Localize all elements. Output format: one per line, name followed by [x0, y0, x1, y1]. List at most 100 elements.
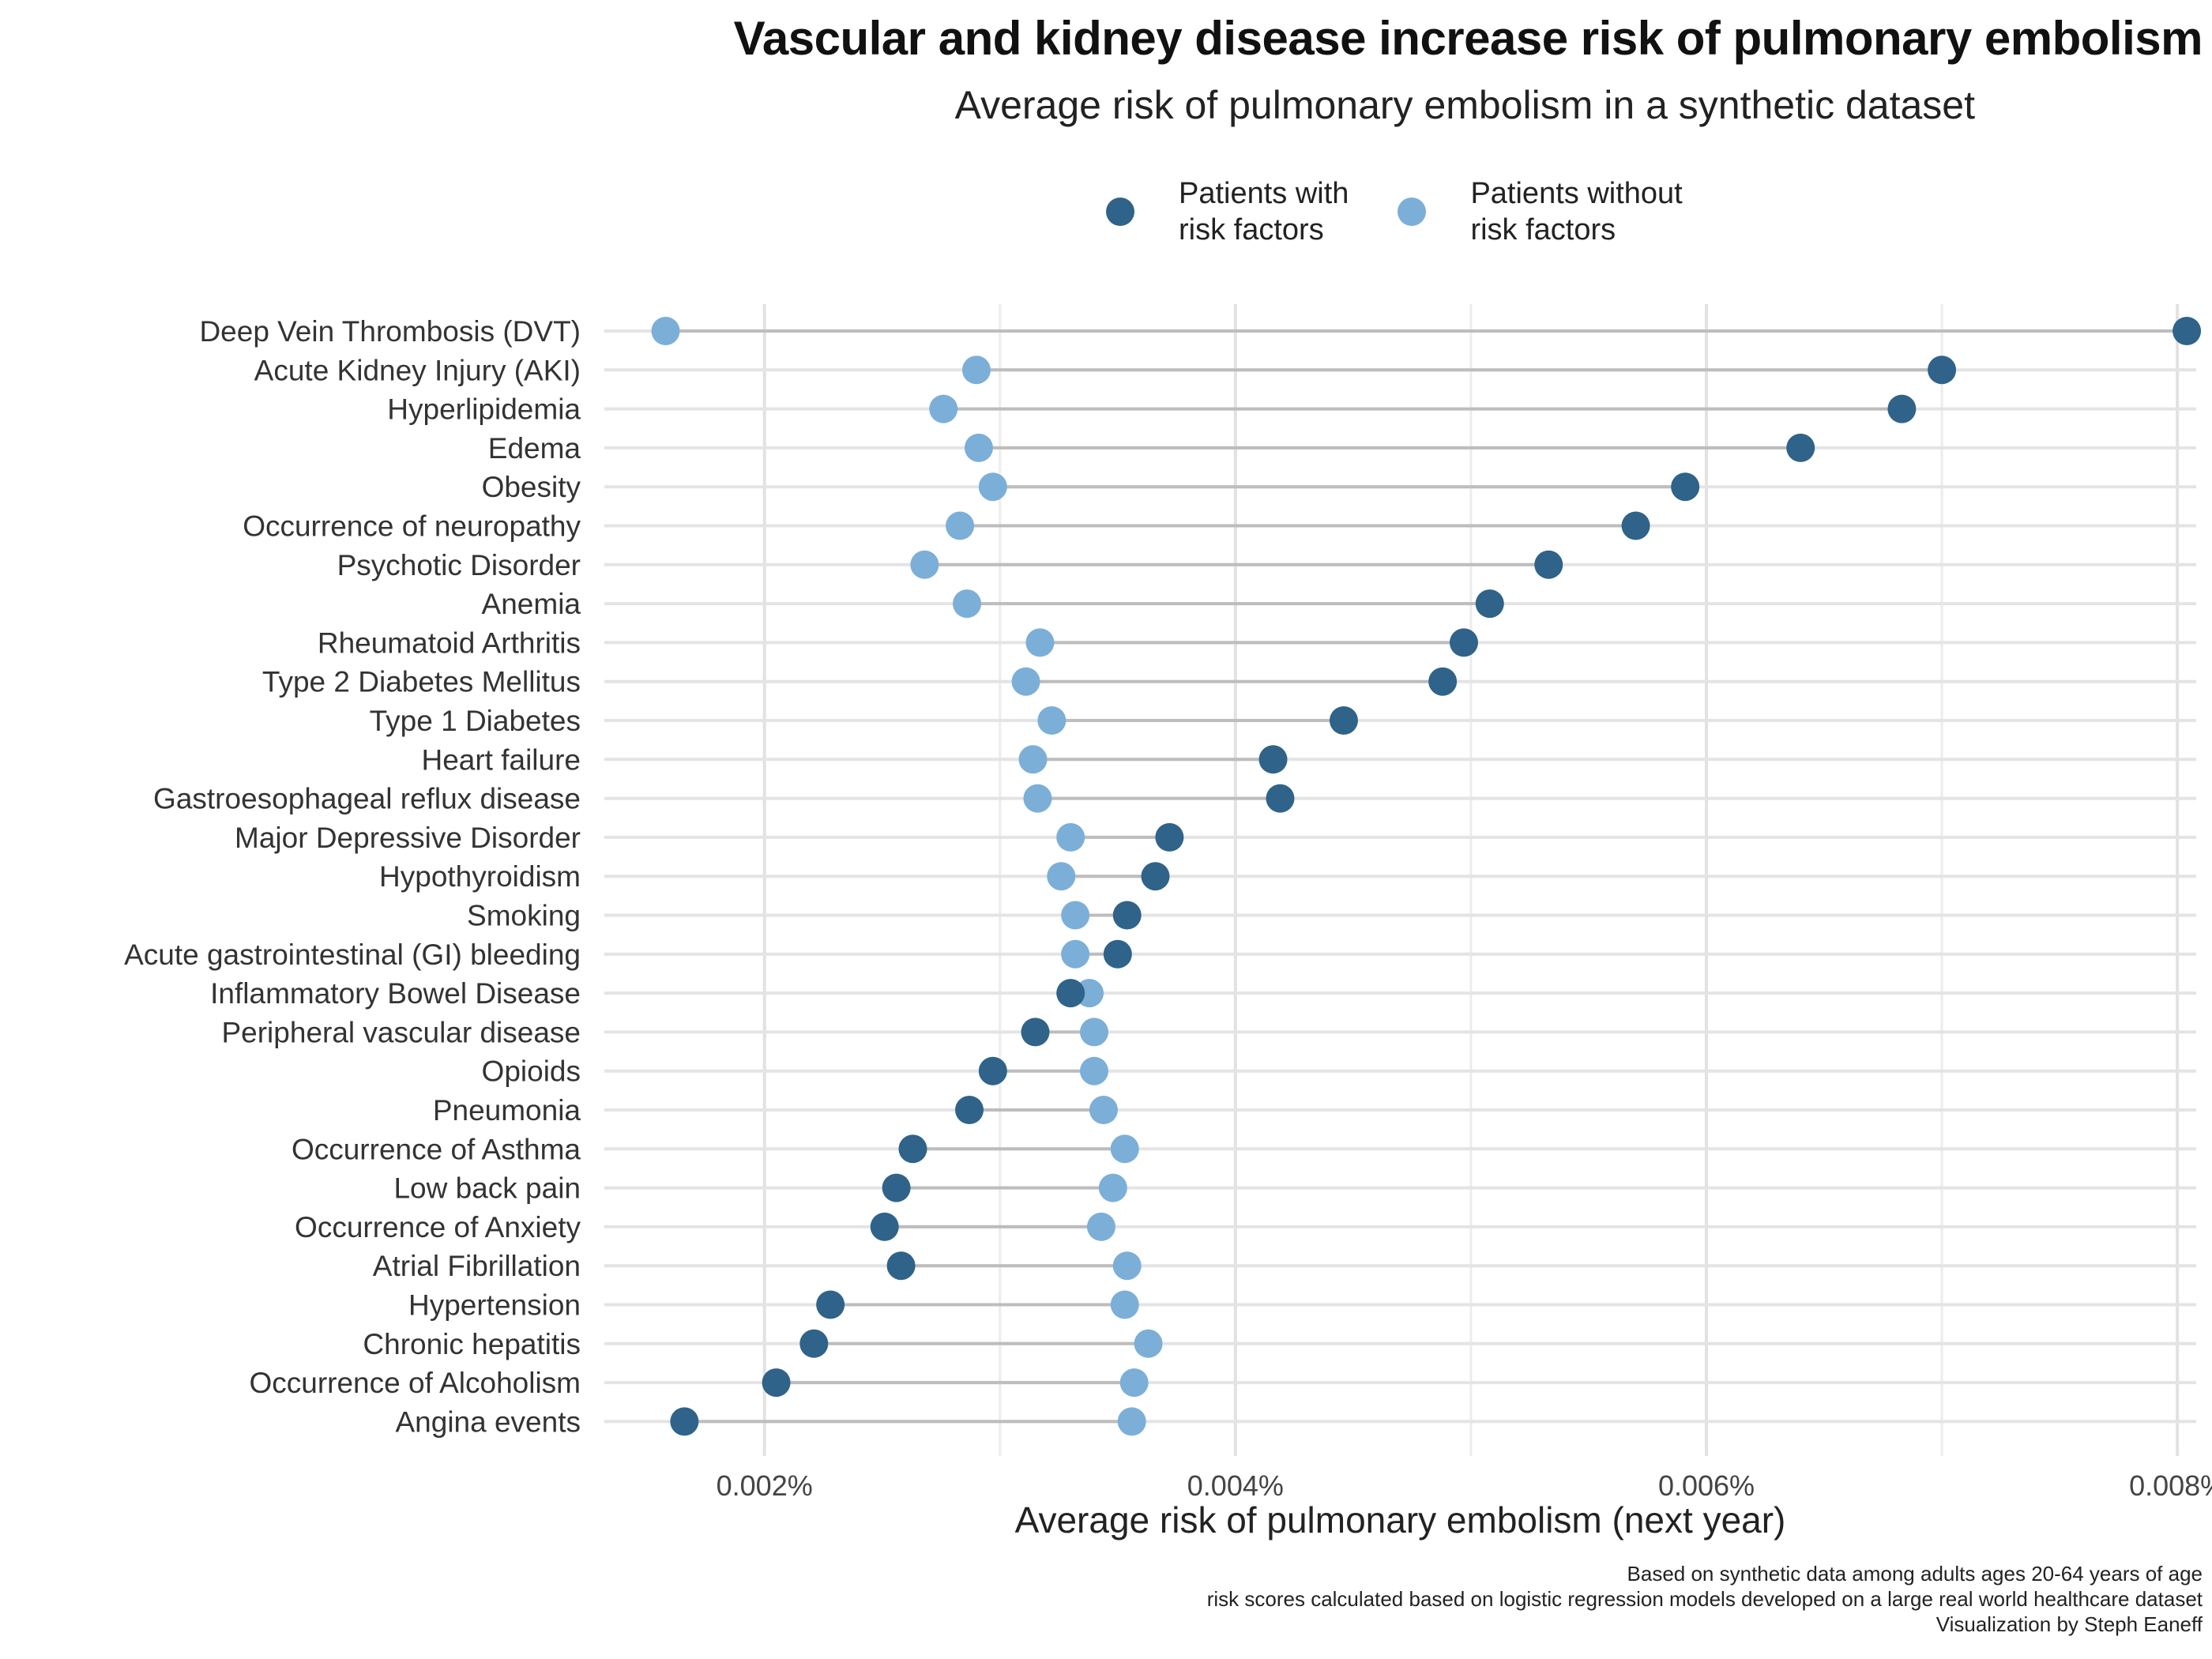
y-tick-label: Opioids [482, 1055, 581, 1088]
y-tick-label: Type 1 Diabetes [370, 705, 581, 737]
point-with-risk [816, 1290, 845, 1319]
y-tick-label: Psychotic Disorder [337, 549, 581, 581]
point-with-risk [1786, 433, 1815, 462]
point-without-risk [1098, 1173, 1127, 1202]
y-tick-label: Chronic hepatitis [363, 1328, 581, 1360]
x-axis-title: Average risk of pulmonary embolism (next… [1015, 1499, 1786, 1540]
caption-line-1: Based on synthetic data among adults age… [1627, 1562, 2203, 1586]
x-tick-label: 0.006% [1658, 1469, 1755, 1502]
legend-dot-with-risk [1106, 198, 1134, 226]
point-without-risk [1037, 706, 1066, 735]
legend-item-without-risk: Patients without risk factors [1398, 175, 1683, 248]
y-tick-label: Atrial Fibrillation [373, 1250, 581, 1282]
point-with-risk [670, 1407, 699, 1436]
legend-item-with-risk: Patients with risk factors [1106, 175, 1349, 248]
point-with-risk [955, 1096, 984, 1124]
point-without-risk [1086, 1212, 1115, 1241]
x-tick-label: 0.002% [717, 1469, 813, 1502]
point-without-risk [946, 511, 975, 540]
point-with-risk [1887, 394, 1917, 423]
y-tick-label: Obesity [482, 471, 581, 503]
point-with-risk [1475, 589, 1504, 619]
point-with-risk [1021, 1018, 1050, 1047]
caption-line-3: Visualization by Steph Eaneff [1936, 1612, 2203, 1636]
y-tick-label: Peripheral vascular disease [221, 1016, 581, 1048]
x-tick-label: 0.004% [1187, 1469, 1284, 1502]
y-tick-label: Smoking [467, 900, 581, 932]
point-without-risk [1023, 784, 1052, 813]
y-tick-label: Anemia [482, 588, 581, 620]
point-without-risk [1061, 901, 1090, 930]
y-tick-label: Occurrence of Anxiety [295, 1211, 581, 1243]
point-without-risk [1112, 1251, 1142, 1281]
point-without-risk [953, 589, 982, 619]
y-tick-label: Low back pain [393, 1172, 581, 1205]
point-with-risk [1266, 784, 1295, 813]
point-with-risk [1621, 511, 1650, 540]
point-with-risk [1534, 550, 1563, 579]
caption: Based on synthetic data among adults age… [1207, 1561, 2203, 1637]
y-tick-label: Pneumonia [433, 1094, 581, 1127]
legend-dot-without-risk [1398, 198, 1427, 226]
point-with-risk [2172, 317, 2202, 345]
point-with-risk [1155, 822, 1184, 852]
y-tick-label: Heart failure [421, 743, 581, 776]
point-with-risk [898, 1134, 927, 1164]
point-with-risk [1928, 356, 1957, 385]
point-without-risk [1018, 745, 1048, 774]
y-tick-label: Major Depressive Disorder [235, 822, 581, 854]
legend: Patients with risk factors Patients with… [1106, 175, 1732, 248]
point-without-risk [1047, 862, 1076, 891]
y-tick-label: Occurrence of Alcoholism [249, 1367, 581, 1399]
legend-label-without-risk: Patients without risk factors [1470, 177, 1683, 246]
y-tick-label: Edema [488, 432, 581, 465]
point-without-risk [929, 394, 958, 423]
y-tick-label: Inflammatory Bowel Disease [210, 977, 581, 1010]
y-tick-label: Hypothyroidism [379, 860, 581, 893]
y-tick-label: Type 2 Diabetes Mellitus [262, 666, 581, 698]
point-without-risk [1089, 1096, 1118, 1124]
y-tick-label: Gastroesophageal reflux disease [153, 783, 581, 815]
point-with-risk [882, 1173, 911, 1202]
point-with-risk [978, 1056, 1007, 1085]
point-without-risk [651, 317, 680, 345]
point-with-risk [762, 1368, 791, 1398]
point-without-risk [910, 550, 939, 579]
point-without-risk [1110, 1290, 1139, 1319]
point-without-risk [978, 472, 1007, 502]
legend-label-with-risk: Patients with risk factors [1179, 177, 1349, 246]
y-tick-label: Occurrence of neuropathy [243, 510, 581, 543]
point-without-risk [1056, 822, 1085, 852]
caption-line-2: risk scores calculated based on logistic… [1206, 1587, 2203, 1611]
x-tick-label: 0.008% [2129, 1469, 2212, 1502]
point-without-risk [1134, 1329, 1163, 1358]
point-without-risk [1117, 1407, 1146, 1436]
y-tick-label: Angina events [395, 1405, 581, 1438]
y-tick-label: Hyperlipidemia [387, 393, 581, 426]
y-tick-label: Rheumatoid Arthritis [318, 626, 581, 659]
chart-title: Vascular and kidney disease increase ris… [733, 12, 2203, 65]
point-without-risk [1025, 628, 1055, 657]
point-without-risk [1011, 667, 1040, 696]
point-without-risk [961, 356, 991, 385]
point-with-risk [1258, 745, 1288, 774]
point-with-risk [1141, 862, 1170, 891]
y-tick-label: Acute gastrointestinal (GI) bleeding [124, 939, 581, 971]
chart-subtitle: Average risk of pulmonary embolism in a … [954, 83, 1975, 127]
point-with-risk [1449, 628, 1478, 657]
point-without-risk [1080, 1056, 1108, 1085]
point-without-risk [1061, 939, 1090, 969]
point-with-risk [1329, 706, 1358, 735]
point-with-risk [886, 1251, 916, 1281]
y-tick-label: Occurrence of Asthma [292, 1133, 581, 1165]
point-with-risk [1112, 901, 1142, 930]
y-tick-label: Hypertension [408, 1289, 581, 1322]
point-with-risk [799, 1329, 829, 1358]
point-with-risk [1056, 979, 1085, 1008]
point-with-risk [1671, 472, 1700, 502]
y-tick-label: Acute Kidney Injury (AKI) [254, 354, 581, 386]
point-without-risk [1080, 1018, 1108, 1047]
point-without-risk [1119, 1368, 1149, 1398]
point-with-risk [1428, 667, 1458, 696]
